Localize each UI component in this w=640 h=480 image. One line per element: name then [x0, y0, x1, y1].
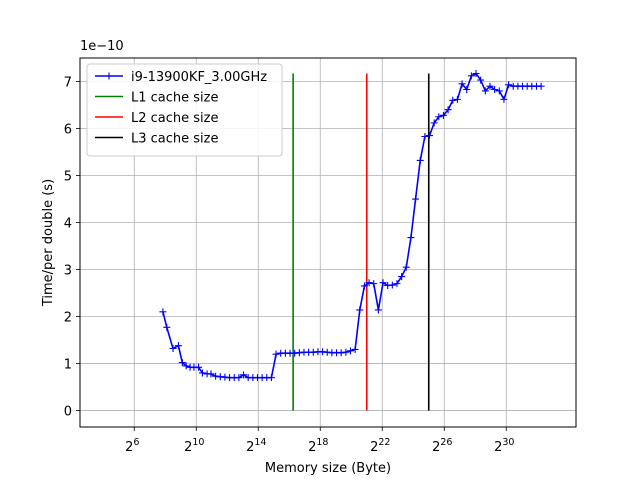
data-point [453, 95, 461, 103]
data-point [472, 70, 480, 78]
data-point [421, 133, 429, 141]
data-point [463, 85, 471, 93]
x-tick-label: 230 [494, 437, 514, 455]
data-point [430, 119, 438, 127]
plot-frame [79, 57, 577, 428]
legend-box [86, 63, 283, 157]
data-point [458, 80, 466, 88]
y-tick-label: 0 [64, 405, 72, 420]
legend-label: L2 cache size [131, 111, 218, 126]
x-tick-label: 218 [308, 437, 328, 455]
data-point [444, 106, 452, 114]
x-tick-label: 210 [184, 437, 204, 455]
data-point [342, 348, 350, 356]
x-axis-ticks: 26 210 214 218 222 226 230 [125, 427, 514, 455]
data-point [426, 132, 434, 140]
data-point [360, 282, 368, 290]
data-point [267, 374, 275, 382]
y-tick-label: 6 [64, 123, 72, 138]
data-point [207, 370, 215, 378]
x-tick-label: 214 [246, 437, 266, 455]
data-point [407, 234, 415, 242]
data-point [178, 359, 186, 367]
y-tick-label: 2 [64, 311, 72, 326]
data-point [374, 306, 382, 314]
data-point [402, 263, 410, 271]
data-point [481, 87, 489, 95]
legend-marker [105, 72, 113, 80]
data-point [477, 76, 485, 84]
data-point [486, 82, 494, 90]
legend: i9-13900KF_3.00GHz L1 cache size L2 cache … [86, 63, 283, 157]
data-point [163, 323, 171, 331]
data-point [439, 111, 447, 119]
data-point [393, 280, 401, 288]
data-point [195, 363, 203, 371]
data-point [412, 195, 420, 203]
data-point [398, 273, 406, 281]
data-point [467, 72, 475, 80]
y-tick-label: 4 [64, 217, 72, 232]
data-point [351, 345, 359, 353]
data-point [495, 87, 503, 95]
data-point [491, 85, 499, 93]
data-point [169, 344, 177, 352]
data-point [365, 279, 373, 287]
data-point [449, 96, 457, 104]
data-point [500, 95, 508, 103]
data-point [370, 280, 378, 288]
legend-label: L1 cache size [131, 91, 218, 106]
y-axis-ticks: 0 1 2 3 4 5 6 7 [64, 76, 80, 420]
x-tick-label: 26 [125, 437, 139, 455]
data-point [537, 82, 545, 90]
data-point [240, 371, 248, 379]
data-point [159, 308, 167, 316]
x-tick-label: 226 [432, 437, 452, 455]
y-tick-label: 5 [64, 170, 72, 185]
data-point [182, 362, 190, 370]
data-point [346, 347, 354, 355]
data-point [505, 81, 513, 89]
legend-label: i9-13900KF_3.00GHz [131, 70, 267, 85]
data-point [435, 113, 443, 121]
reference-lines [292, 73, 430, 411]
y-axis-label: Time/per double (s) [41, 179, 56, 307]
x-tick-label: 222 [370, 437, 390, 455]
data-point [198, 369, 206, 377]
data-point [174, 342, 182, 350]
y-tick-label: 1 [64, 358, 72, 373]
legend-label: L3 cache size [131, 132, 218, 147]
data-point [416, 156, 424, 164]
y-axis-multiplier: 1e−10 [80, 39, 124, 54]
data-point [356, 306, 364, 314]
data-point [272, 350, 280, 358]
y-tick-label: 7 [64, 76, 72, 91]
series-layer [159, 70, 545, 382]
data-point [379, 279, 387, 287]
x-axis-label: Memory size (Byte) [265, 461, 391, 476]
data-point [235, 374, 243, 382]
y-tick-label: 3 [64, 264, 72, 279]
data-point [388, 281, 396, 289]
